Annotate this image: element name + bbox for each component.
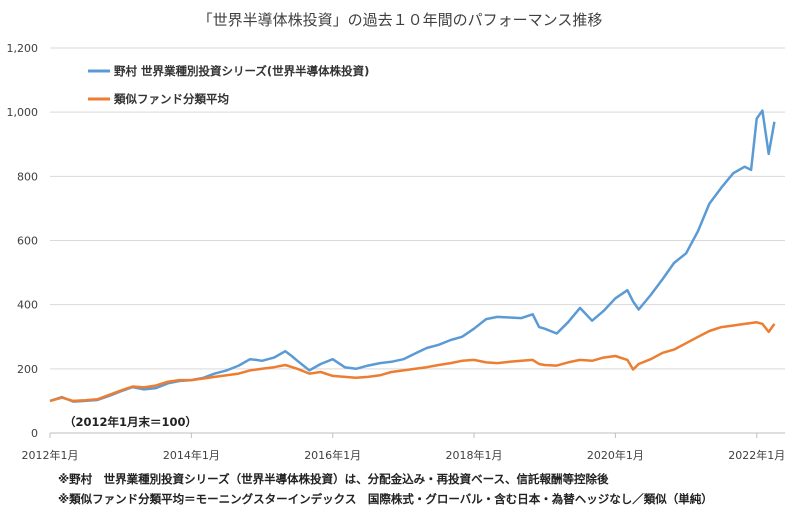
series-line-category-average xyxy=(49,321,776,403)
legend-item-category-average: 類似ファンド分類平均 xyxy=(88,92,229,106)
x-axis-ticks: 2012年1月 2014年1月 2016年1月 2018年1月 2020年1月 2022年… xyxy=(22,433,785,462)
y-tick-label-200: 200 xyxy=(17,363,38,376)
y-tick-label-1000: 1,000 xyxy=(7,106,39,119)
x-tick-label-0: 2012年1月 xyxy=(22,448,79,462)
legend: 野村 世界業種別投資シリーズ(世界半導体株投資) 類似ファンド分類平均 xyxy=(88,64,369,106)
series-line-nomura xyxy=(49,109,776,403)
footnote-1: ※野村 世界業種別投資シリーズ（世界半導体株投資）は、分配金込み・再投資ベース、… xyxy=(58,472,609,486)
x-tick-label-1: 2014年1月 xyxy=(163,448,220,462)
series-lines xyxy=(49,109,776,403)
y-tick-label-600: 600 xyxy=(17,235,38,248)
y-tick-label-400: 400 xyxy=(17,299,38,312)
gridlines xyxy=(50,47,785,370)
x-tick-label-3: 2018年1月 xyxy=(446,448,503,462)
legend-item-nomura: 野村 世界業種別投資シリーズ(世界半導体株投資) xyxy=(88,64,369,78)
y-axis-ticks: 0 200 400 600 800 1,000 1,200 xyxy=(7,42,39,440)
chart-title: 「世界半導体株投資」の過去１０年間のパフォーマンス推移 xyxy=(198,11,603,29)
y-tick-label-0: 0 xyxy=(31,427,38,440)
legend-label-category-average: 類似ファンド分類平均 xyxy=(113,92,229,106)
x-tick-label-5: 2022年1月 xyxy=(728,448,785,462)
y-tick-label-1200: 1,200 xyxy=(7,42,39,55)
x-tick-label-2: 2016年1月 xyxy=(304,448,361,462)
y-tick-label-800: 800 xyxy=(17,170,38,183)
legend-label-nomura: 野村 世界業種別投資シリーズ(世界半導体株投資) xyxy=(114,64,369,78)
x-tick-label-4: 2020年1月 xyxy=(587,448,644,462)
footnote-2: ※類似ファンド分類平均＝モーニングスターインデックス 国際株式・グローバル・含む… xyxy=(58,492,713,506)
baseline-annotation: （2012年1月末＝100） xyxy=(64,415,197,429)
